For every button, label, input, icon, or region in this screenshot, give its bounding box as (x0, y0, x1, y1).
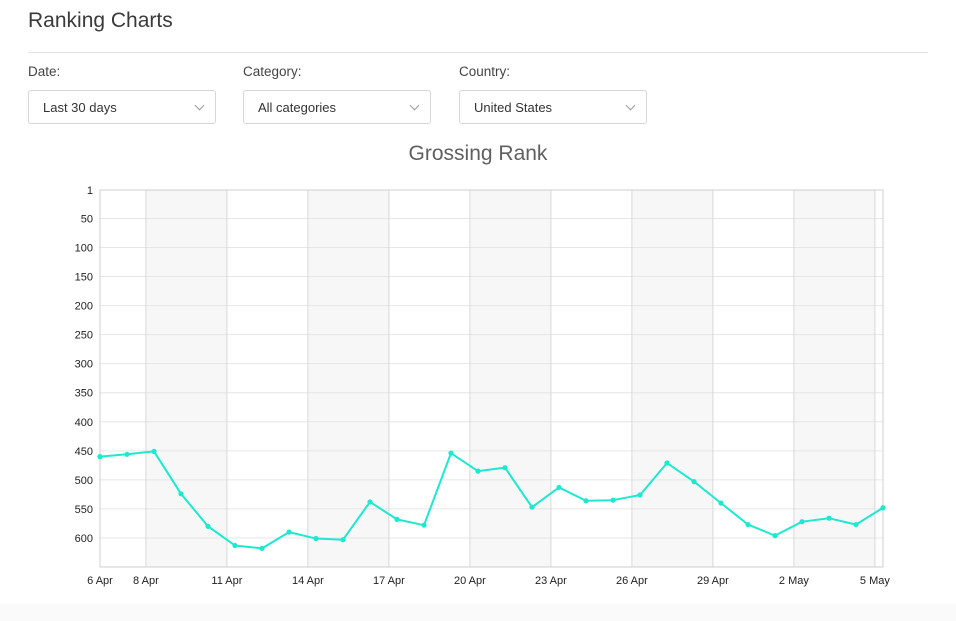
data-point (610, 497, 616, 503)
x-tick-label: 14 Apr (292, 575, 324, 587)
data-point (772, 533, 778, 539)
data-point (205, 523, 211, 529)
data-point (259, 545, 265, 552)
shaded-band (469, 190, 551, 567)
y-tick-label: 550 (75, 504, 93, 516)
country-select[interactable]: United States (459, 90, 647, 124)
header-divider (28, 52, 928, 53)
data-point (718, 500, 724, 506)
page-title: Ranking Charts (28, 9, 173, 32)
category-select[interactable]: All categories (243, 90, 431, 124)
plot-border (99, 189, 884, 568)
x-tick-label: 8 Apr (133, 575, 159, 587)
x-tick-label: 11 Apr (211, 575, 242, 587)
data-point (880, 505, 886, 511)
shaded-band (631, 190, 713, 567)
country-select-value: United States (474, 100, 553, 115)
data-point (448, 450, 454, 456)
country-filter-label: Country: (459, 64, 511, 79)
data-point (502, 465, 508, 471)
data-point (124, 451, 130, 457)
data-point (313, 535, 319, 542)
data-point (637, 492, 643, 498)
shaded-band (145, 190, 227, 567)
y-tick-label: 50 (81, 213, 93, 225)
shaded-band (307, 190, 389, 567)
chart-title: Grossing Rank (408, 142, 548, 165)
y-tick-label: 250 (75, 330, 93, 342)
data-point (151, 448, 157, 455)
date-select-value: Last 30 days (43, 100, 117, 115)
data-point (853, 521, 859, 528)
data-point (421, 522, 427, 528)
data-point (799, 519, 805, 525)
y-tick-label: 500 (75, 475, 93, 487)
category-select-value: All categories (258, 100, 337, 115)
y-tick-label: 400 (75, 417, 93, 429)
x-tick-label: 2 May (779, 575, 809, 587)
data-point (529, 504, 535, 510)
data-point (664, 460, 670, 466)
date-filter: Date: Last 30 days (28, 64, 216, 124)
data-point (232, 542, 238, 549)
y-tick-label: 350 (75, 388, 93, 400)
data-point (178, 491, 184, 497)
x-tick-label: 26 Apr (616, 575, 648, 587)
category-filter-label: Category: (243, 64, 302, 79)
data-point (367, 499, 373, 505)
country-filter: Country: United States (459, 64, 647, 124)
x-tick-label: 6 Apr (87, 575, 113, 587)
x-tick-label: 23 Apr (535, 575, 567, 587)
y-tick-label: 600 (75, 533, 93, 545)
y-tick-label: 150 (75, 272, 93, 284)
category-filter: Category: All categories (243, 64, 431, 124)
x-tick-label: 5 May (860, 575, 890, 587)
data-point (826, 515, 832, 521)
shaded-band (793, 190, 875, 567)
data-point (475, 468, 481, 474)
data-point (97, 454, 103, 460)
data-point (394, 516, 400, 522)
y-tick-label: 300 (75, 359, 93, 371)
data-point (583, 498, 589, 504)
x-tick-label: 20 Apr (454, 575, 486, 587)
y-tick-label: 1 (87, 185, 93, 197)
data-point (556, 484, 562, 491)
data-point (286, 529, 292, 535)
y-tick-label: 450 (75, 446, 93, 458)
data-point (745, 521, 751, 528)
date-filter-label: Date: (28, 64, 61, 79)
date-select[interactable]: Last 30 days (28, 90, 216, 124)
data-point (691, 479, 697, 485)
bottom-strip (0, 604, 956, 621)
y-tick-label: 200 (75, 301, 93, 313)
x-tick-label: 17 Apr (373, 575, 405, 587)
series-line (99, 450, 884, 550)
data-point (340, 537, 346, 543)
y-tick-label: 100 (75, 243, 93, 255)
x-tick-label: 29 Apr (697, 575, 729, 587)
